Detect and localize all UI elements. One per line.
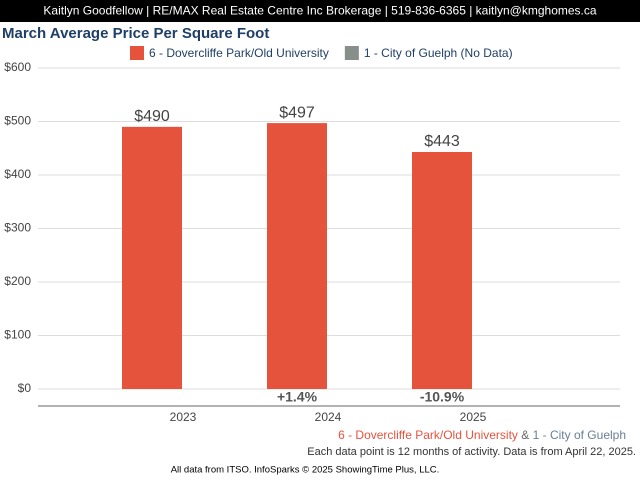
- value-label: $497: [279, 104, 315, 121]
- bar: [267, 123, 327, 389]
- footer-area-1: 6 - Dovercliffe Park/Old University: [338, 428, 518, 442]
- legend-label: 6 - Dovercliffe Park/Old University: [149, 46, 329, 60]
- y-tick-label: $0: [18, 381, 32, 395]
- x-tick-label: 2023: [170, 410, 197, 424]
- legend-swatch: [130, 46, 144, 60]
- header-bar: [0, 0, 640, 22]
- change-label: +1.4%: [277, 389, 318, 405]
- y-tick-label: $300: [4, 221, 31, 235]
- value-label: $443: [424, 133, 460, 150]
- footer-area-2: 1 - City of Guelph: [533, 428, 626, 442]
- change-label: -10.9%: [420, 389, 465, 405]
- legend-label: 1 - City of Guelph (No Data): [364, 46, 513, 60]
- y-tick-label: $400: [4, 167, 31, 181]
- value-label: $490: [134, 108, 170, 125]
- footer-note: Each data point is 12 months of activity…: [307, 446, 636, 458]
- y-tick-label: $200: [4, 274, 31, 288]
- footer-join: &: [521, 428, 529, 442]
- legend-swatch: [344, 46, 359, 60]
- x-tick-label: 2025: [460, 410, 487, 424]
- footer-source: All data from ITSO. InfoSparks © 2025 Sh…: [171, 465, 440, 476]
- y-tick-label: $500: [4, 114, 31, 128]
- bar: [412, 151, 472, 389]
- bar: [122, 126, 182, 389]
- chart-title: March Average Price Per Square Foot: [2, 25, 269, 42]
- y-tick-label: $600: [4, 60, 31, 74]
- x-tick-label: 2024: [315, 410, 342, 424]
- y-tick-label: $100: [4, 328, 31, 342]
- footer-legend: 6 - Dovercliffe Park/Old University & 1 …: [338, 428, 626, 442]
- header-text: Kaitlyn Goodfellow | RE/MAX Real Estate …: [43, 4, 596, 18]
